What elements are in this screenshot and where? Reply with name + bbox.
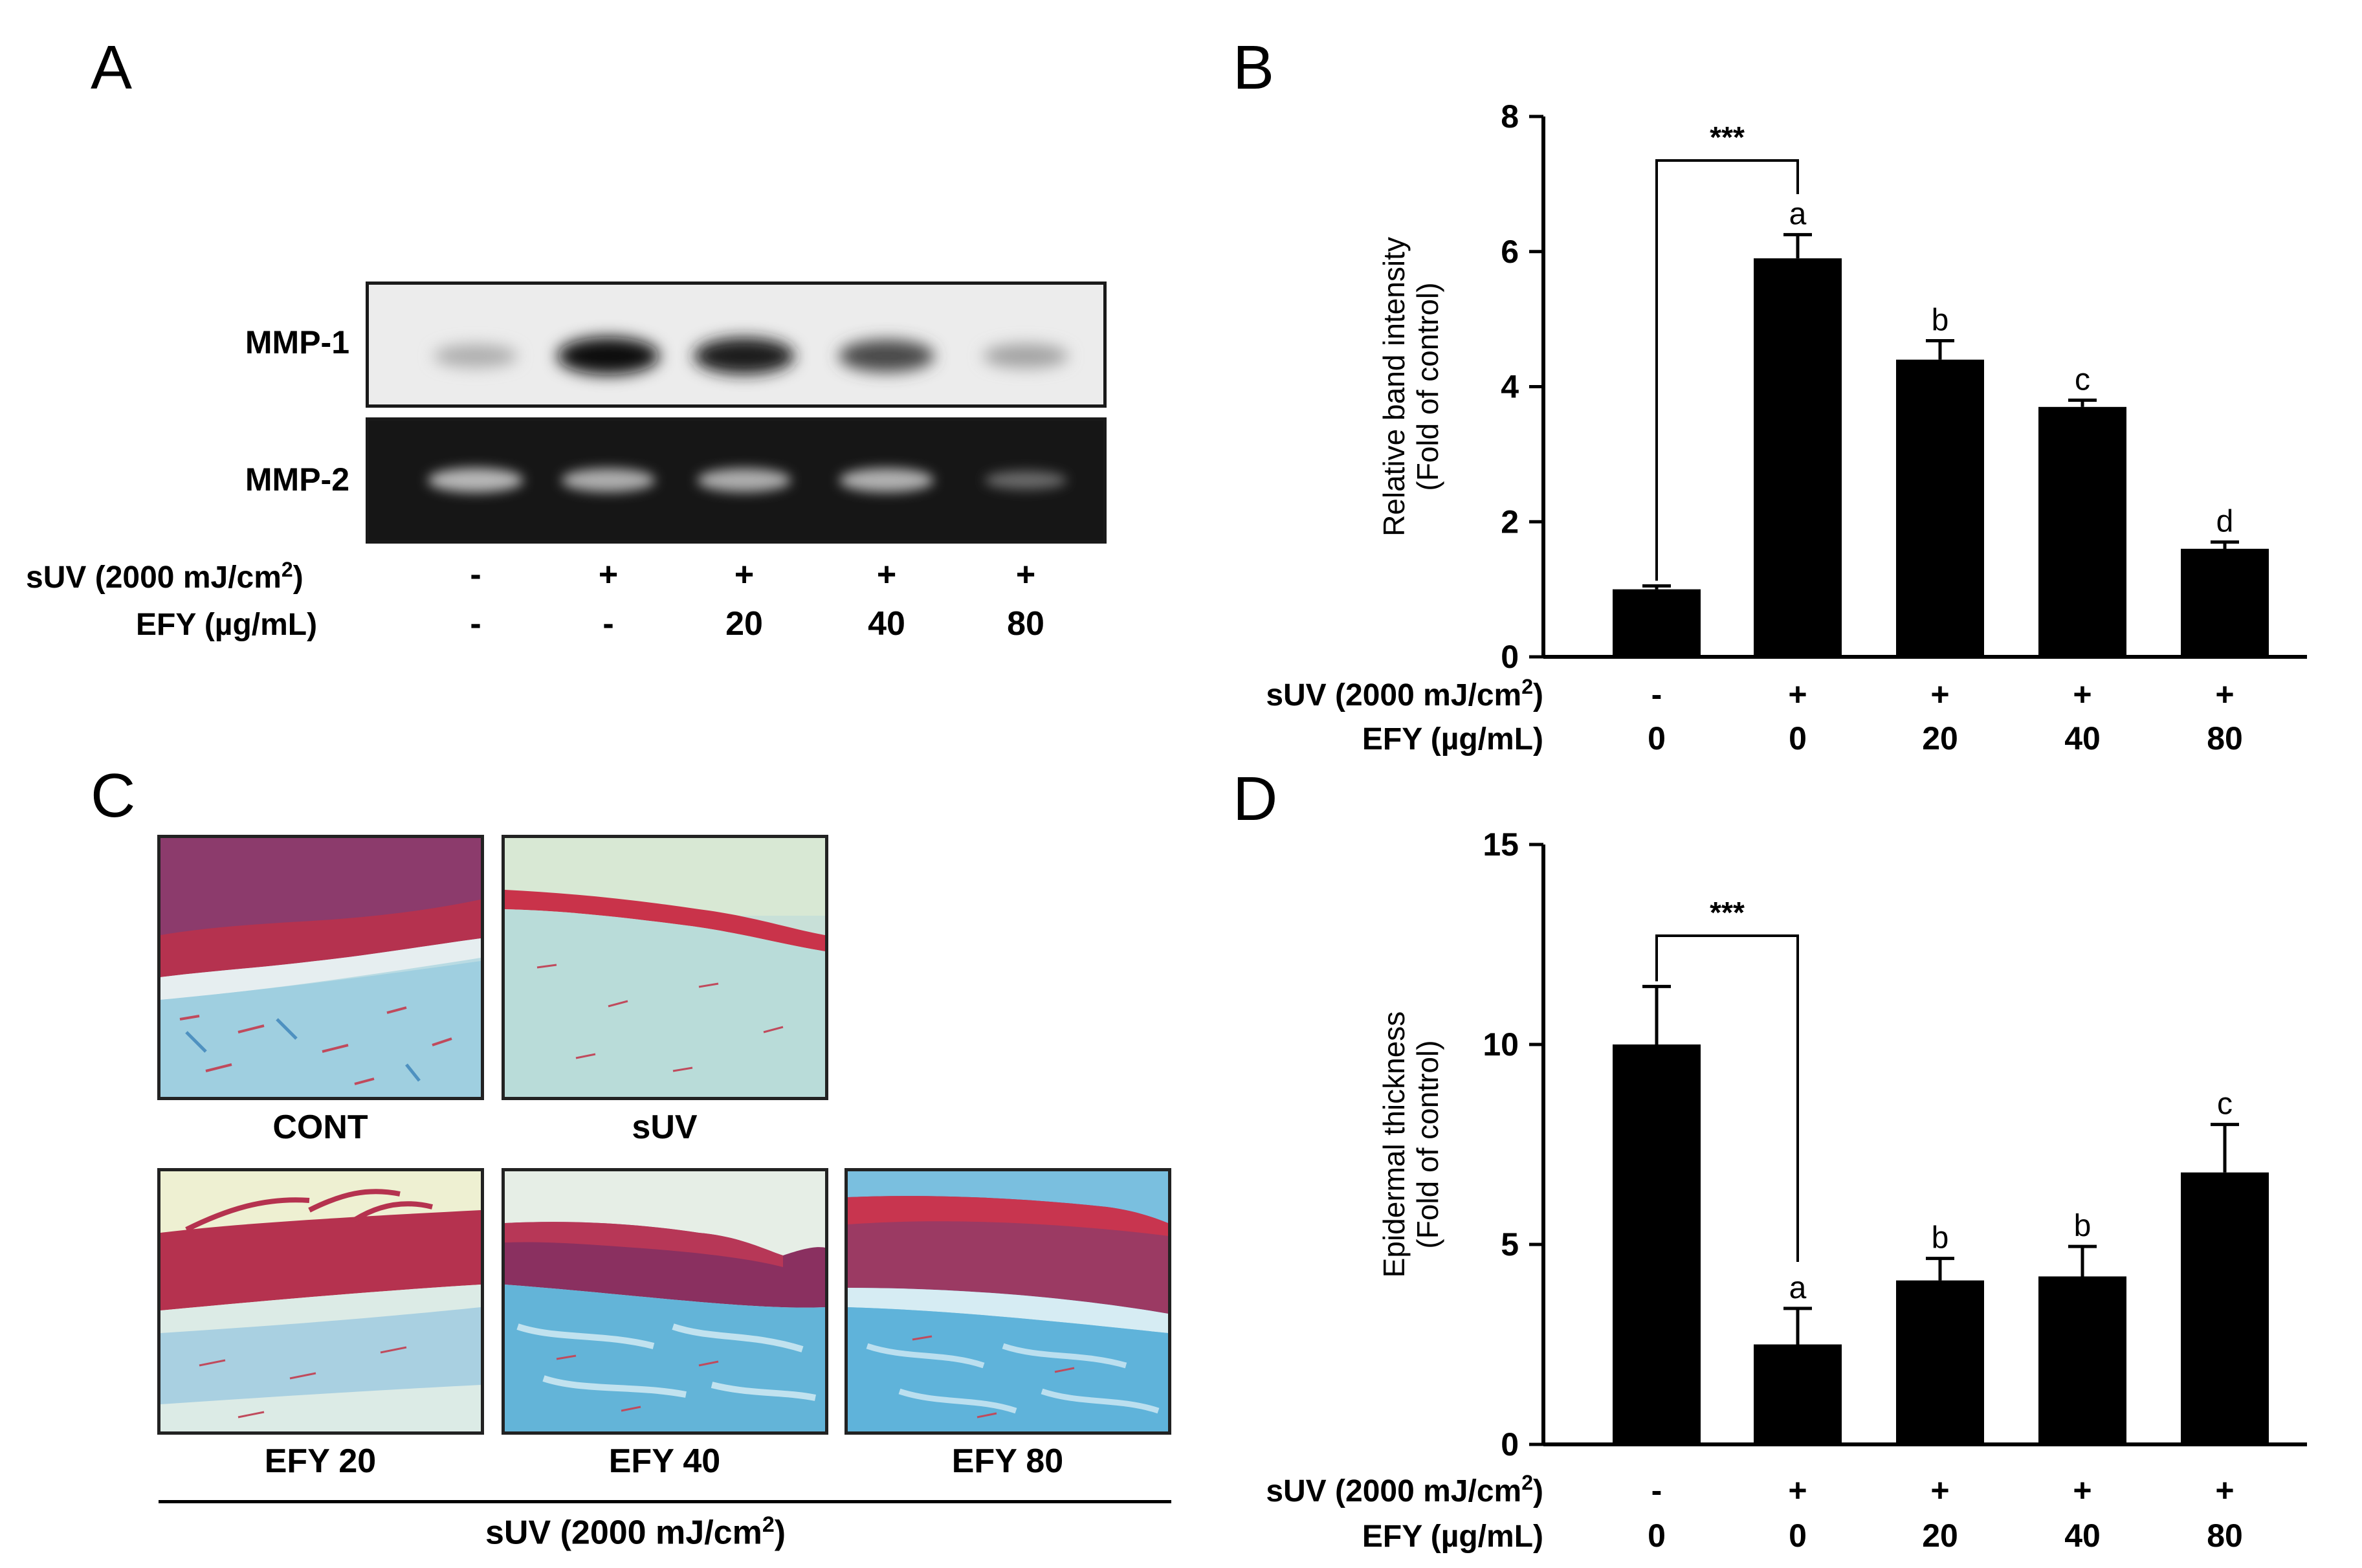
suv-value-5: + (2215, 676, 2234, 712)
efy-value-3: 20 (1922, 720, 1958, 756)
y-tick-label: 6 (1501, 234, 1519, 270)
panel-a-efy-label: EFY (µg/mL) (136, 608, 318, 642)
y-tick-label: 0 (1501, 639, 1519, 675)
micrograph-efy40-label: EFY 40 (608, 1442, 721, 1480)
significance-stars: *** (1710, 120, 1745, 154)
efy-value-1: 0 (1648, 720, 1666, 756)
panel-a-efy-lane-5: 80 (1007, 605, 1044, 643)
efy-value-2: 0 (1789, 720, 1807, 756)
mmp2-gel (366, 417, 1107, 544)
sig-letter-5: d (2216, 505, 2234, 539)
panel-a-suv-label: sUV (2000 mJ/cm2) (26, 558, 304, 595)
y-axis-title: Relative band intensity (1377, 237, 1411, 536)
y-tick-label: 4 (1501, 369, 1519, 405)
y-tick-label: 2 (1501, 503, 1519, 540)
micrograph-efy80 (844, 1168, 1171, 1435)
micrograph-cont-label: CONT (272, 1109, 368, 1146)
mmp2-band (984, 470, 1067, 490)
panel-c-letter: C (91, 761, 136, 830)
micrograph-suv (502, 835, 828, 1100)
panel-a-suv-lane-5: + (1015, 556, 1036, 593)
bar-4 (2038, 406, 2126, 657)
bar-5 (2181, 549, 2269, 657)
micrograph-efy80-label: EFY 80 (951, 1442, 1064, 1480)
mmp1-blot (366, 282, 1107, 408)
mmp2-band (561, 468, 656, 492)
micrograph-efy20 (157, 1168, 484, 1435)
suv-value-4: + (2073, 676, 2092, 712)
bar-1 (1613, 589, 1701, 657)
micrograph-suv-label: sUV (632, 1109, 698, 1146)
chart-b-plot: 0 2 4 6 8 Relative band intensity (Fold of con… (1266, 98, 2307, 756)
suv-bracket-label: sUV (2000 mJ/cm2) (485, 1512, 786, 1552)
panel-a-efy-lane-4: 40 (868, 605, 905, 643)
efy-row-label: EFY (µg/mL) (1362, 722, 1543, 756)
sig-letter-4: c (2075, 362, 2090, 397)
mmp1-band (839, 339, 934, 373)
mmp1-band (983, 344, 1068, 368)
panel-d-letter: D (1233, 764, 1278, 834)
y-axis-title-line2: (Fold of control) (1411, 282, 1444, 491)
suv-value-1: - (1651, 676, 1662, 712)
suv-value-3: + (1930, 676, 1949, 712)
efy-value-5: 80 (2207, 720, 2243, 756)
panel-a-efy-lane-3: 20 (725, 605, 763, 643)
mmp1-band (434, 344, 518, 368)
mmp2-band (839, 468, 934, 492)
panel-a-efy-lane-1: - (470, 605, 481, 643)
sig-letter-2: a (1789, 197, 1807, 232)
panel-a-suv-lane-3: + (734, 556, 755, 593)
mmp1-label: MMP-1 (245, 324, 349, 360)
panel-a-suv-lane-1: - (470, 556, 481, 593)
mmp2-label: MMP-2 (245, 461, 349, 498)
suv-row-label: sUV (2000 mJ/cm2) (1266, 675, 1543, 712)
panel-a-efy-lane-2: - (602, 605, 614, 643)
efy-value-4: 40 (2064, 720, 2101, 756)
panel-a-suv-lane-4: + (876, 556, 897, 593)
panel-a-suv-lane-2: + (598, 556, 619, 593)
significance-bracket (1655, 159, 1799, 581)
mmp2-band (697, 468, 791, 492)
sig-letter-3: b (1932, 304, 1949, 338)
micrograph-efy40 (502, 1168, 828, 1435)
mmp2-bands (428, 468, 1067, 492)
mmp1-bands (434, 337, 1068, 375)
mmp1-band (557, 337, 659, 375)
micrograph-efy20-label: EFY 20 (264, 1442, 377, 1480)
bar-3 (1896, 359, 1984, 657)
panel-b-letter: B (1233, 33, 1275, 102)
mmp1-band (694, 337, 795, 375)
panel-a-letter: A (91, 33, 133, 102)
suv-bracket-line (159, 1500, 1171, 1503)
bar-2 (1754, 258, 1842, 657)
mmp2-band (428, 468, 524, 492)
suv-value-2: + (1788, 676, 1807, 712)
y-tick-label: 8 (1501, 98, 1519, 135)
micrograph-cont (157, 835, 484, 1100)
